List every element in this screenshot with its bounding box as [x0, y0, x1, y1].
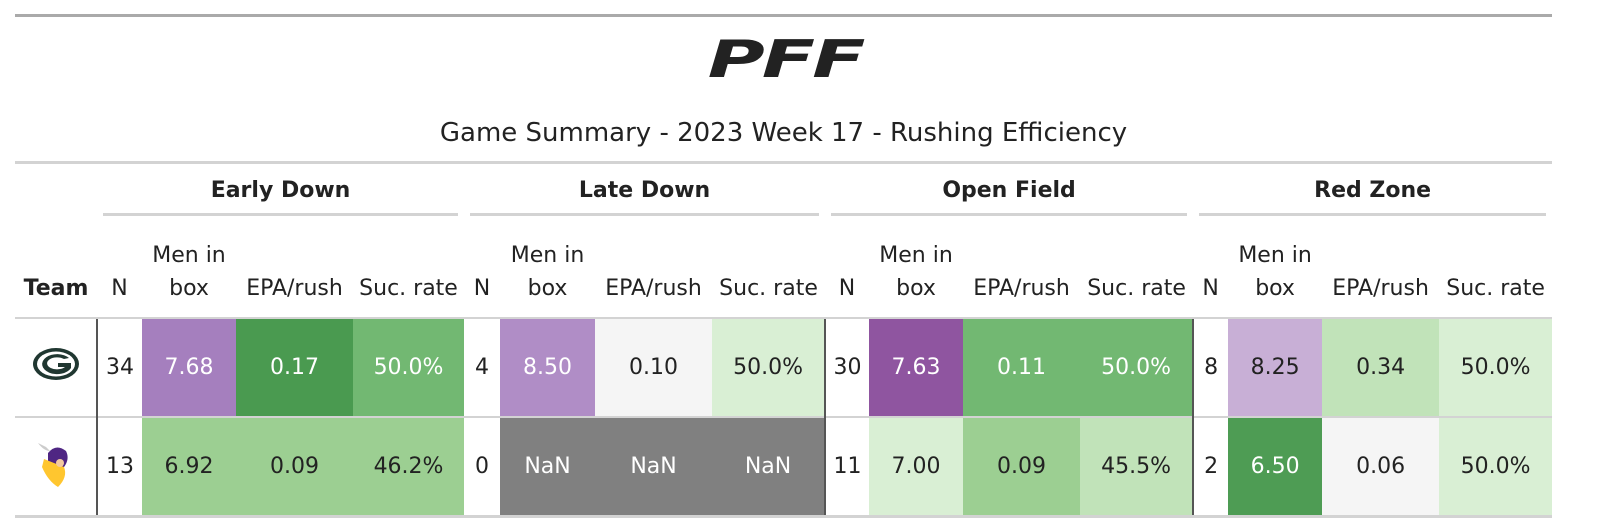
cell: 0.09 — [963, 415, 1081, 516]
cell: 0.10 — [595, 316, 713, 417]
team-header: Team — [23, 275, 89, 301]
cell: 8.50 — [500, 316, 596, 417]
column-header: N — [1202, 275, 1219, 301]
cell: 11 — [824, 415, 870, 516]
cell: 45.5% — [1080, 415, 1194, 516]
column-header: Suc. rate — [719, 275, 818, 301]
column-header: Men in box — [152, 242, 226, 301]
column-header: N — [473, 275, 491, 301]
group-header: Early Down — [97, 163, 464, 220]
column-header: N — [838, 275, 856, 301]
cell: 7.00 — [869, 415, 964, 516]
cell: 34 — [96, 316, 142, 417]
column-header: Suc. rate — [359, 275, 458, 301]
cell: 0.17 — [236, 316, 353, 417]
cell: 8 — [1192, 316, 1229, 417]
cell: NaN — [712, 415, 826, 516]
cell: 8.25 — [1228, 316, 1323, 417]
title: Game Summary - 2023 Week 17 - Rushing Ef… — [439, 118, 1128, 148]
team-logo — [15, 415, 97, 516]
cell: 50.0% — [1439, 415, 1553, 516]
cell: 13 — [96, 415, 142, 516]
cell: 2 — [1192, 415, 1229, 516]
column-header: Men in box — [1238, 242, 1312, 301]
column-header: EPA/rush — [605, 275, 702, 301]
cell: 7.63 — [869, 316, 964, 417]
cell: 50.0% — [1080, 316, 1194, 417]
packers-logo — [32, 348, 79, 380]
cell: 7.68 — [142, 316, 236, 417]
cell: 30 — [824, 316, 870, 417]
column-header: EPA/rush — [246, 275, 343, 301]
cell: 46.2% — [353, 415, 465, 516]
cell: 4 — [464, 316, 501, 417]
cell: 6.92 — [142, 415, 236, 516]
vikings-logo — [37, 443, 68, 487]
cell: 0.11 — [963, 316, 1081, 417]
column-header: Men in box — [510, 242, 585, 301]
column-header: EPA/rush — [1332, 275, 1429, 301]
team-logo — [15, 316, 97, 417]
blank — [15, 163, 97, 220]
cell: 0.34 — [1322, 316, 1440, 417]
group-label: Red Zone — [1199, 178, 1547, 216]
cell: NaN — [500, 415, 596, 516]
cell: 0.09 — [236, 415, 353, 516]
group-label: Late Down — [470, 178, 820, 216]
column-header: N — [111, 275, 128, 301]
cell: 50.0% — [353, 316, 465, 417]
group-header: Red Zone — [1193, 163, 1552, 220]
cell: 50.0% — [1439, 316, 1553, 417]
cell: 0.06 — [1322, 415, 1440, 516]
group-header: Open Field — [825, 163, 1193, 220]
cell: 50.0% — [712, 316, 826, 417]
group-label: Open Field — [831, 178, 1188, 216]
group-label: Early Down — [103, 178, 459, 216]
summary-table: Early Down Late Down Open Field Red Zone Tea… — [15, 161, 1553, 518]
cell: 0 — [464, 415, 501, 516]
cell: 6.50 — [1228, 415, 1323, 516]
column-header: Suc. rate — [1087, 275, 1186, 301]
top-rule — [15, 14, 1552, 17]
cell: NaN — [595, 415, 713, 516]
logo: PFF — [707, 30, 866, 90]
column-header: EPA/rush — [973, 275, 1070, 301]
group-header: Late Down — [464, 163, 825, 220]
column-header: Suc. rate — [1446, 275, 1545, 301]
column-header: Men in box — [879, 242, 953, 301]
